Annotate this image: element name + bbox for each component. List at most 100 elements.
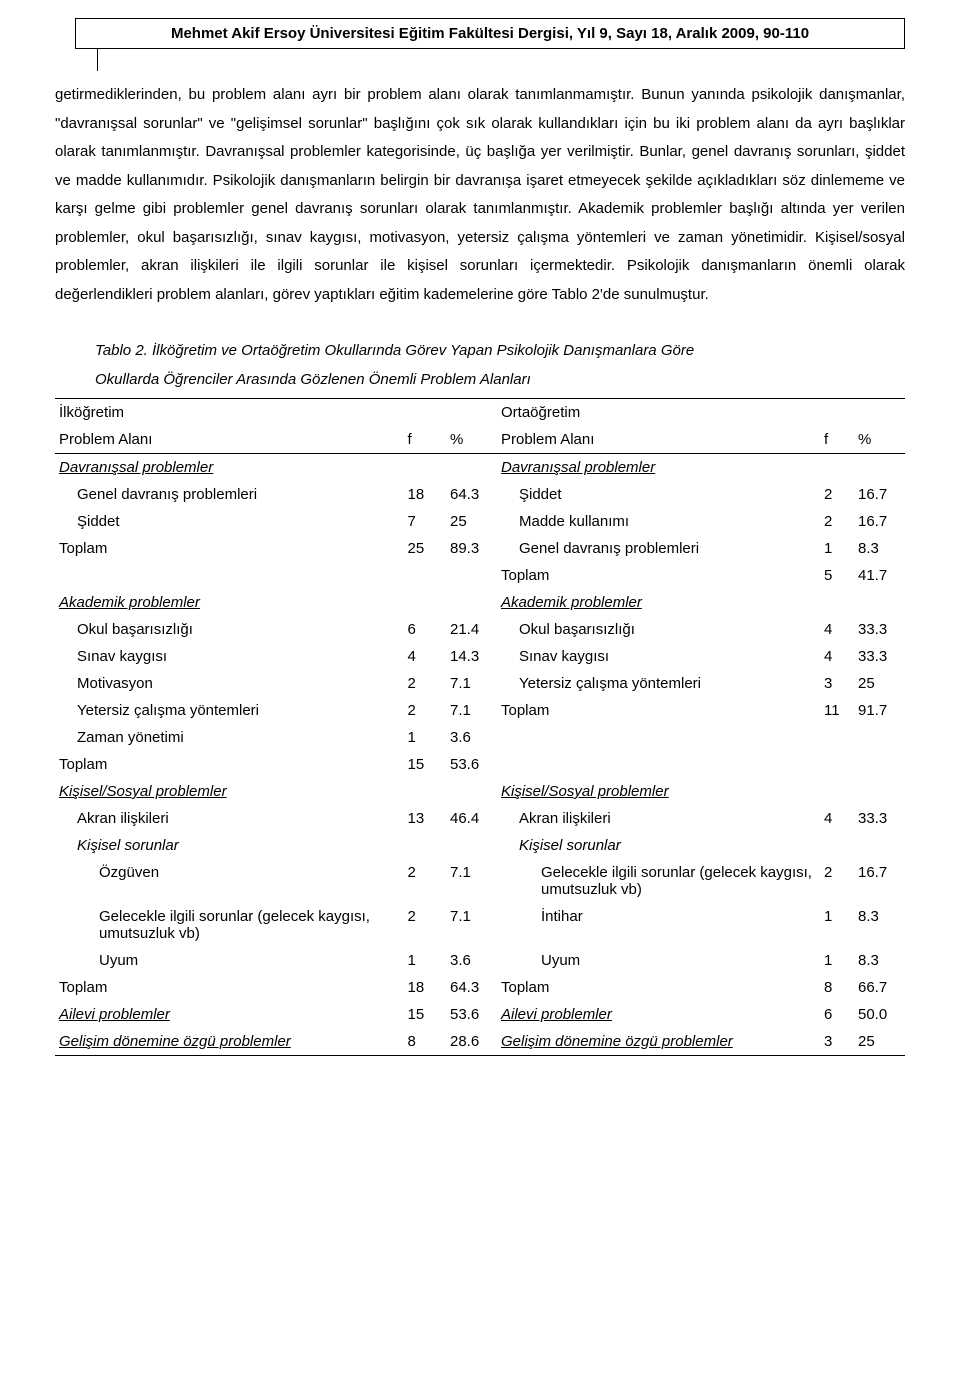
table-row: Toplam 25 89.3 Genel davranış problemler… [55,535,905,562]
cell: 13 [404,805,447,832]
cell: 50.0 [854,1001,905,1028]
cell: 2 [820,481,854,508]
cell: 3.6 [446,724,497,751]
col-p-right: % [854,426,905,454]
cell: Toplam [497,697,820,724]
section-kisisel-right: Kişisel/Sosyal problemler [497,778,820,805]
cell: 2 [404,670,447,697]
cell: 8.3 [854,535,905,562]
cell: 16.7 [854,481,905,508]
cell: 66.7 [854,974,905,1001]
cell: Toplam [55,535,404,562]
table-row: Ailevi problemler 15 53.6 Ailevi problem… [55,1001,905,1028]
cell: 2 [404,697,447,724]
section-kisisel-left: Kişisel/Sosyal problemler [55,778,404,805]
cell: 64.3 [446,974,497,1001]
table-row: Sınav kaygısı 4 14.3 Sınav kaygısı 4 33.… [55,643,905,670]
section-gelisim-right: Gelişim dönemine özgü problemler [497,1028,820,1056]
cell: 1 [820,903,854,947]
cell: 64.3 [446,481,497,508]
cell: 2 [404,903,447,947]
header-stub [75,49,98,71]
cell: 8 [404,1028,447,1056]
table-row: Genel davranış problemleri 18 64.3 Şidde… [55,481,905,508]
body-paragraph: getirmediklerinden, bu problem alanı ayr… [55,81,905,309]
table-row: Toplam 18 64.3 Toplam 8 66.7 [55,974,905,1001]
cell: 33.3 [854,616,905,643]
cell: Gelecekle ilgili sorunlar (gelecek kaygı… [497,859,820,903]
table-row: Davranışsal problemler Davranışsal probl… [55,454,905,482]
table-row: Şiddet 7 25 Madde kullanımı 2 16.7 [55,508,905,535]
table-row: Akademik problemler Akademik problemler [55,589,905,616]
cell: Toplam [497,974,820,1001]
header-rule [75,48,905,49]
cell: Toplam [497,562,820,589]
cell: 3 [820,1028,854,1056]
table-header-cols: Problem Alanı f % Problem Alanı f % [55,426,905,454]
cell: 4 [820,643,854,670]
cell: 1 [820,535,854,562]
journal-header-text: Mehmet Akif Ersoy Üniversitesi Eğitim Fa… [171,25,809,42]
cell: Uyum [55,947,404,974]
cell: Sınav kaygısı [497,643,820,670]
table-row: Yetersiz çalışma yöntemleri 2 7.1 Toplam… [55,697,905,724]
section-davranis-right: Davranışsal problemler [497,454,820,482]
cell: 4 [820,616,854,643]
problem-table: İlköğretim Ortaöğretim Problem Alanı f %… [55,398,905,1056]
col-f-right: f [820,426,854,454]
table-caption: Tablo 2. İlköğretim ve Ortaöğretim Okull… [95,337,905,394]
cell: 1 [820,947,854,974]
cell: Şiddet [55,508,404,535]
cell: Sınav kaygısı [55,643,404,670]
table-row: Kişisel/Sosyal problemler Kişisel/Sosyal… [55,778,905,805]
table-row: Gelişim dönemine özgü problemler 8 28.6 … [55,1028,905,1056]
section-akademik-right: Akademik problemler [497,589,820,616]
col-label-left: Problem Alanı [55,426,404,454]
cell: 15 [404,751,447,778]
cell: 91.7 [854,697,905,724]
cell: 7.1 [446,903,497,947]
caption-line2: Okullarda Öğrenciler Arasında Gözlenen Ö… [95,371,531,388]
table-row: Uyum 1 3.6 Uyum 1 8.3 [55,947,905,974]
section-akademik-left: Akademik problemler [55,589,404,616]
section-davranis-left: Davranışsal problemler [55,454,404,482]
cell: 33.3 [854,643,905,670]
journal-header: Mehmet Akif Ersoy Üniversitesi Eğitim Fa… [75,18,905,48]
table-row: Okul başarısızlığı 6 21.4 Okul başarısız… [55,616,905,643]
cell: Motivasyon [55,670,404,697]
cell: 4 [404,643,447,670]
cell: Yetersiz çalışma yöntemleri [497,670,820,697]
cell: 11 [820,697,854,724]
col-group-left: İlköğretim [55,399,497,427]
col-p-left: % [446,426,497,454]
cell: 28.6 [446,1028,497,1056]
cell: 6 [820,1001,854,1028]
col-f-left: f [404,426,447,454]
cell: 21.4 [446,616,497,643]
cell: 7 [404,508,447,535]
table-row: Toplam 15 53.6 [55,751,905,778]
cell: İntihar [497,903,820,947]
cell: 25 [446,508,497,535]
table-header-group: İlköğretim Ortaöğretim [55,399,905,427]
col-label-right: Problem Alanı [497,426,820,454]
cell: 8.3 [854,903,905,947]
cell: 16.7 [854,508,905,535]
cell: 41.7 [854,562,905,589]
cell: 89.3 [446,535,497,562]
table-bottom-rule [55,1056,905,1057]
section-gelisim-left: Gelişim dönemine özgü problemler [55,1028,404,1056]
cell: 53.6 [446,1001,497,1028]
cell: 1 [404,724,447,751]
cell: 53.6 [446,751,497,778]
cell: 14.3 [446,643,497,670]
section-ailevi-right: Ailevi problemler [497,1001,820,1028]
cell: Akran ilişkileri [497,805,820,832]
cell: 25 [404,535,447,562]
cell: 2 [820,859,854,903]
cell: 6 [404,616,447,643]
cell: Genel davranış problemleri [55,481,404,508]
cell: 2 [404,859,447,903]
cell: Madde kullanımı [497,508,820,535]
cell: 1 [404,947,447,974]
